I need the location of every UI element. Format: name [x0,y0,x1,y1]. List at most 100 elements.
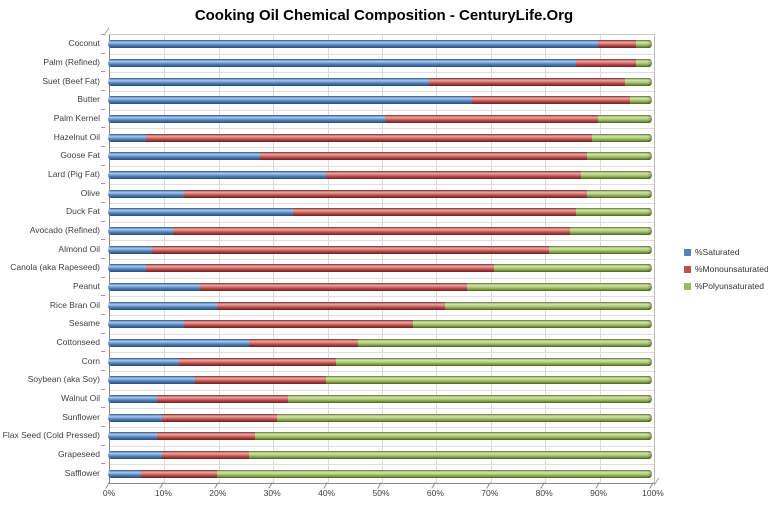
bar-segment-monounsaturated [200,283,468,291]
bar-segment-saturated [108,96,473,105]
legend-item: %Saturated [684,247,768,257]
y-tick-mark [101,388,105,390]
bar-segment-polyunsaturated [325,376,652,385]
bar-segment-saturated [108,77,429,86]
y-tick-mark [101,52,105,54]
bar-row-suet-beef-fat [108,77,654,86]
y-category-label: Rice Bran Oil [49,299,100,310]
bar-segment-polyunsaturated [597,115,652,123]
bar-segment-monounsaturated [184,320,413,329]
gridline-horizontal [110,315,654,316]
y-tick-mark [101,127,105,129]
bar-segment-monounsaturated [178,357,337,366]
bar-segment-polyunsaturated [358,339,652,347]
gridline-horizontal [110,408,654,410]
y-category-label: Suet (Beef Fat) [42,75,100,86]
x-tick-label: 60% [426,488,444,498]
gridline-horizontal [110,464,654,466]
bar-segment-polyunsaturated [216,469,652,478]
bar-segment-monounsaturated [140,469,217,478]
x-tick-label: 10% [154,488,172,498]
y-tick-mark [101,71,105,73]
value-axis-labels: 0% 10% 20% 30% 40% 50% 60% 70% 80% 90% 100% [103,482,664,502]
y-category-label: Sunflower [62,411,100,422]
y-tick-mark [101,258,105,259]
legend-item: %Polyunsaturated [684,281,768,291]
bar-segment-polyunsaturated [581,171,652,179]
bar-segment-saturated [108,245,152,254]
bar-segment-monounsaturated [195,376,326,385]
bar-row-palm-kernel [108,115,654,123]
bar-segment-polyunsaturated [635,40,652,49]
bar-segment-saturated [108,413,163,422]
bar-row-peanut [108,283,654,291]
y-category-label: Hazelnut Oil [53,131,100,142]
bar-segment-saturated [108,283,201,291]
y-tick-mark [101,202,105,203]
bar-row-avocado-refined [108,227,654,235]
bar-row-palm-refined [108,59,654,67]
bar-segment-monounsaturated [173,227,571,235]
bar-row-duck-fat [108,208,654,217]
bar-segment-monounsaturated [292,208,576,217]
bar-segment-monounsaturated [325,171,582,179]
legend-swatch-icon [684,248,691,256]
bar-segment-polyunsaturated [254,432,652,441]
bar-segment-polyunsaturated [412,320,652,329]
bar-row-rice-bran-oil [108,301,654,310]
legend-item: %Monounsaturated [684,264,768,274]
bar-row-safflower [108,469,654,478]
y-tick-mark [101,164,105,166]
y-tick-mark [101,463,105,465]
gridline-horizontal [110,277,654,279]
x-tick-label: 80% [535,488,553,498]
category-axis-labels: Coconut Palm (Refined) Suet (Beef Fat) Butt… [0,34,105,482]
bar-segment-saturated [108,376,196,385]
bar-segment-monounsaturated [249,339,359,347]
bar-segment-monounsaturated [472,96,631,105]
bar-segment-polyunsaturated [548,245,652,254]
gridline-horizontal [110,221,654,223]
bar-segment-saturated [108,208,293,217]
x-tick-label: 40% [318,488,336,498]
y-category-label: Almond Oil [58,243,100,254]
y-category-label: Sesame [68,318,100,329]
y-tick-mark [101,90,105,91]
gridline-horizontal [110,165,654,167]
bar-segment-polyunsaturated [467,283,652,291]
bar-segment-saturated [108,264,147,273]
bar-row-olive [108,189,654,198]
bar-segment-monounsaturated [151,245,549,254]
gridline-horizontal [110,296,654,298]
bar-segment-polyunsaturated [445,301,652,310]
y-tick-mark [101,370,105,371]
bar-segment-monounsaturated [575,59,636,67]
bar-row-coconut [108,40,654,49]
bar-row-canola-aka-rapeseed [108,264,654,273]
bar-segment-monounsaturated [156,395,288,403]
y-category-label: Grapeseed [57,449,100,459]
bar-segment-polyunsaturated [624,77,652,86]
y-category-label: Goose Fat [60,150,100,161]
y-category-label: Cottonseed [56,337,100,347]
bar-segment-polyunsaturated [287,395,652,403]
y-category-label: Palm (Refined) [43,57,100,67]
gridline-horizontal [110,352,654,354]
y-category-label: Butter [77,94,100,105]
bar-segment-monounsaturated [428,77,625,86]
bar-row-walnut-oil [108,395,654,403]
bar-segment-saturated [108,469,141,478]
bar-row-butter [108,96,654,105]
legend-label: %Saturated [695,247,740,257]
bar-row-sunflower [108,413,654,422]
gridline-horizontal [110,128,654,130]
x-tick-label: 90% [590,488,608,498]
bar-segment-polyunsaturated [570,227,652,235]
bar-segment-saturated [108,189,185,198]
gridline-horizontal [110,72,654,74]
bar-segment-polyunsaturated [586,152,652,161]
y-tick-mark [101,220,105,222]
bar-segment-saturated [108,152,261,161]
bar-segment-saturated [108,451,163,459]
gridline-horizontal [110,371,654,372]
